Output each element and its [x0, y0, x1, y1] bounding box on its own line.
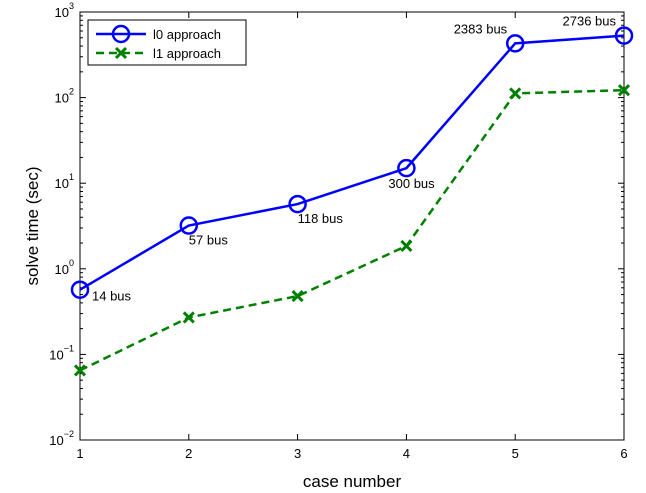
data-label: 57 bus [189, 233, 229, 248]
y-tick-label: 10−2 [49, 429, 74, 448]
data-point-0 [397, 158, 416, 178]
y-tick-label: 100 [55, 258, 74, 277]
data-point-0 [179, 216, 199, 235]
data-point-1 [73, 364, 87, 377]
y-tick-label: 10−1 [49, 343, 74, 362]
legend-marker-l0 [111, 24, 131, 44]
legend-marker-l1 [114, 46, 128, 60]
data-labels: 14 bus 57 bus 118 bus 300 bus 2383 bus 2736 b… [92, 14, 616, 304]
legend-marker-glyph [111, 24, 131, 44]
series-line-1 [79, 88, 625, 372]
data-label: 300 bus [388, 176, 435, 191]
y-tick-label: 101 [55, 172, 74, 191]
data-point-1-stroke [617, 84, 631, 97]
series-lines [79, 34, 625, 372]
legend-marker-glyph-stroke [114, 46, 128, 60]
data-point-1 [182, 311, 195, 324]
x-tick-label: 4 [403, 446, 410, 461]
x-tick-label: 5 [512, 446, 519, 461]
y-tick-label: 103 [55, 1, 74, 20]
data-point-1-stroke [291, 290, 304, 303]
y-tick-label: 102 [55, 87, 74, 106]
data-label: 118 bus [298, 211, 344, 226]
data-point-1 [400, 239, 413, 252]
data-point-1 [617, 84, 631, 97]
legend: l0 approach l1 approach [87, 19, 247, 66]
x-tick-label: 2 [185, 446, 192, 461]
y-axis-label: solve time (sec) [23, 166, 42, 285]
data-point-1 [291, 290, 304, 303]
legend-box [87, 19, 247, 66]
data-point-1-stroke [509, 87, 522, 100]
series-markers [70, 26, 634, 377]
data-point-1-stroke [400, 239, 413, 252]
legend-label-l0: l0 approach [153, 27, 221, 42]
x-tick-labels: 1 2 3 4 5 6 [76, 446, 627, 461]
plot-area [79, 11, 625, 441]
data-point-0 [614, 26, 634, 45]
data-label: 2383 bus [454, 21, 508, 36]
legend-marker-glyph [114, 46, 128, 60]
data-point-1-stroke [73, 364, 87, 377]
data-label: 2736 bus [563, 14, 617, 29]
y-tick-labels: 10−2 10−1 100 101 102 103 [49, 1, 74, 448]
x-tick-label: 3 [294, 446, 301, 461]
axis-ticks [79, 11, 625, 441]
data-point-1-stroke [182, 311, 195, 324]
data-label: 14 bus [92, 289, 132, 304]
data-point-0 [70, 280, 90, 299]
x-tick-label: 6 [620, 446, 627, 461]
legend-label-l1: l1 approach [153, 46, 221, 61]
series-line-0 [79, 34, 625, 291]
data-point-0 [505, 34, 525, 53]
x-axis-label: case number [303, 472, 402, 491]
data-point-1 [509, 87, 522, 100]
x-tick-label: 1 [76, 446, 83, 461]
data-point-0 [288, 194, 307, 214]
